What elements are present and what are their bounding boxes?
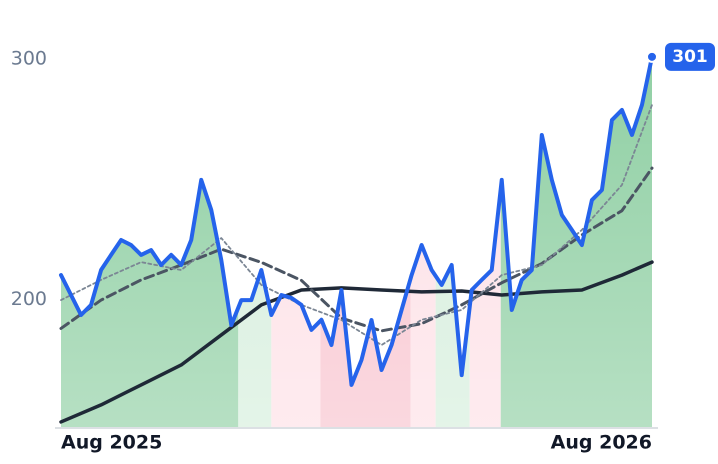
series-line (59, 54, 654, 387)
y-tick-label: 200 (11, 288, 47, 310)
series-line (59, 166, 654, 333)
last-point (646, 50, 658, 63)
x-tick-label: Aug 2025 (61, 432, 162, 454)
value-badge (665, 42, 715, 71)
series-line (59, 260, 654, 424)
value-label: 301 (672, 47, 708, 67)
y-tick-label: 300 (11, 48, 47, 70)
x-tick-label: Aug 2026 (551, 432, 652, 454)
